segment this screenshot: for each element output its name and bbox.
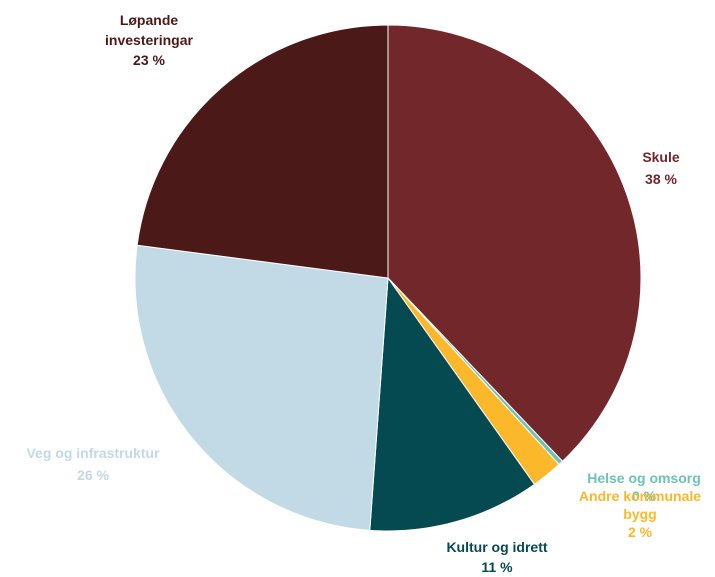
slice-percent-label: 11 % <box>481 559 513 575</box>
pie-slice-kultur-og-idrett <box>369 276 536 532</box>
slice-category-label: Løpande <box>120 12 179 28</box>
slice-label-kultur-og-idrett: Kultur og idrett 11 % <box>446 539 547 575</box>
slice-category-label: investeringar <box>105 32 193 48</box>
slice-category-label: Kultur og idrett <box>446 539 547 555</box>
slice-percent-label: 23 % <box>133 52 165 68</box>
slice-percent-label: 38 % <box>645 171 677 187</box>
slice-label-helse-og-omsorg: Helse og omsorg 0 % <box>587 470 701 504</box>
slice-percent-label: 26 % <box>77 467 109 483</box>
slice-percent-label: 2 % <box>628 524 653 540</box>
pie-slices <box>134 24 642 532</box>
pie-slice-løpande-investeringar <box>136 24 389 279</box>
pie-slice-veg-og-infrastruktur <box>134 244 389 531</box>
slice-category-label: Skule <box>642 149 680 165</box>
slice-label-løpande-investeringar: Løpande investeringar 23 % <box>105 12 193 68</box>
slice-label-skule: Skule 38 % <box>642 149 680 187</box>
slice-category-label: Andre kommunale <box>579 488 701 504</box>
slice-label-andre-kommunale-bygg: Andre kommunale bygg 2 % <box>579 488 701 540</box>
slice-category-label: bygg <box>623 506 656 522</box>
slice-category-label: Helse og omsorg <box>587 470 701 486</box>
pie-labels: Skule 38 % Helse og omsorg 0 %Andre kommuna… <box>26 12 701 575</box>
slice-category-label: Veg og infrastruktur <box>26 445 160 461</box>
slice-label-veg-og-infrastruktur: Veg og infrastruktur 26 % <box>26 445 160 483</box>
slice-percent-label: 0 % <box>632 488 657 504</box>
pie-slice-skule <box>387 24 642 462</box>
